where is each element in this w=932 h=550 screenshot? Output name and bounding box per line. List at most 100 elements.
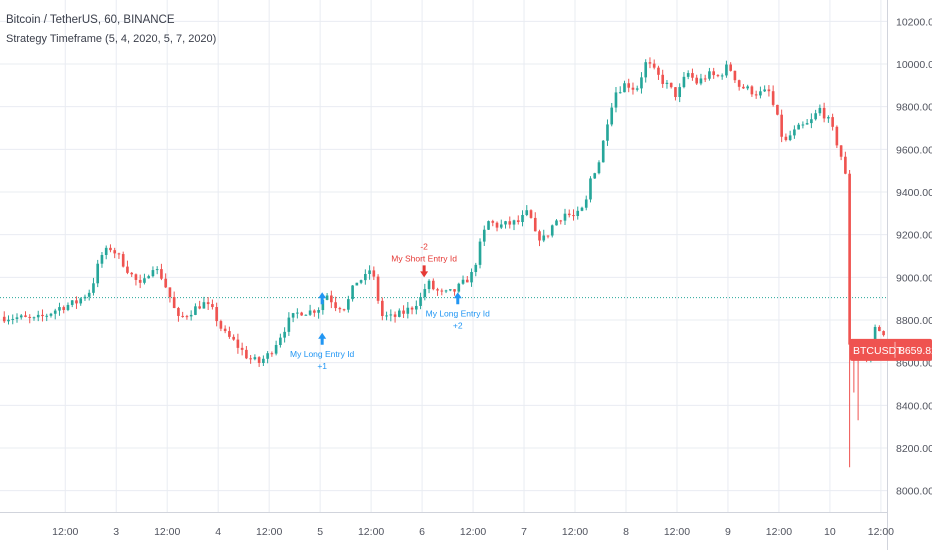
candle-body (606, 124, 609, 141)
candle-body (317, 310, 320, 313)
candle-body (538, 231, 541, 241)
candle (810, 113, 813, 129)
candle (232, 334, 235, 341)
time-tick-label: 6 (419, 526, 425, 538)
candle (364, 269, 367, 285)
candle-body (410, 307, 414, 310)
candle (788, 130, 792, 142)
candle (601, 139, 605, 163)
candle-body (223, 328, 227, 332)
candle-body (279, 337, 282, 346)
candle-body (270, 353, 274, 355)
last-price-badge (850, 338, 932, 361)
candle-body (355, 282, 359, 286)
candle-body (15, 317, 19, 319)
candle (313, 309, 316, 317)
candle (491, 219, 495, 227)
candle (652, 59, 656, 70)
candle (478, 238, 482, 269)
candle-body (589, 178, 592, 200)
candle (228, 326, 231, 339)
candle-body (87, 292, 91, 297)
candle-body (742, 86, 745, 89)
candle-body (678, 87, 682, 97)
candle-body (236, 339, 240, 348)
candle (559, 219, 563, 225)
candle (249, 354, 252, 364)
candle (291, 312, 295, 323)
candle-body (601, 140, 605, 163)
candle-body (198, 306, 201, 309)
candle (266, 351, 269, 364)
candle (580, 206, 584, 212)
candle-body (53, 310, 57, 314)
candle (389, 309, 393, 322)
candle-body (788, 135, 792, 141)
candle-body (245, 349, 248, 359)
candle-body (699, 78, 703, 84)
candle (87, 289, 91, 301)
candle-body (827, 117, 830, 119)
time-axis[interactable]: 12:00 3 12:00 4 12:00 5 12:00 6 12:00 7 12:00 8 12:0… (0, 512, 894, 539)
candle-body (844, 156, 847, 174)
long-entry-marker: My Long Entry Id +1 (290, 332, 355, 371)
candle-body (542, 235, 546, 241)
candle-body (835, 126, 839, 146)
candle (219, 319, 223, 332)
candle (49, 312, 53, 318)
candle-body (831, 117, 834, 127)
candle (245, 346, 248, 360)
candle (189, 310, 193, 321)
candle (725, 60, 728, 78)
candles (2, 57, 885, 468)
candle-body (640, 77, 643, 89)
candle-body (70, 300, 74, 305)
candle (104, 245, 108, 260)
candle (831, 113, 834, 131)
candle (648, 57, 652, 69)
candle (66, 302, 70, 312)
candle-body (342, 309, 346, 311)
candle (614, 86, 618, 113)
time-tick-label: 12:00 (664, 526, 690, 538)
candle (41, 309, 44, 322)
candle (474, 262, 478, 277)
candle (62, 305, 66, 314)
candle (398, 308, 401, 318)
candle-body (155, 269, 159, 271)
candle-body (398, 310, 401, 317)
candle (763, 85, 766, 93)
candle (771, 85, 775, 107)
candle-body (83, 296, 87, 299)
candle (338, 306, 342, 313)
candle (2, 311, 6, 324)
marker-label: My Short Entry Id (391, 253, 457, 263)
candle (597, 160, 601, 175)
candle-body (62, 307, 66, 310)
candle-body (576, 210, 580, 216)
candle-body (11, 318, 15, 320)
candle-body (648, 62, 652, 64)
candle (712, 67, 715, 79)
candle (109, 244, 112, 253)
candle-body (652, 63, 656, 68)
candle (623, 80, 626, 93)
candle-body (733, 70, 737, 81)
candle (516, 215, 520, 225)
candle (550, 224, 554, 238)
marker-label: +2 (453, 320, 463, 330)
candle (563, 208, 567, 225)
candle (423, 283, 427, 301)
candle (448, 289, 452, 292)
candle-body (805, 123, 809, 125)
candle (567, 209, 571, 218)
candle (699, 73, 703, 86)
candle (538, 229, 541, 247)
candle (576, 206, 580, 220)
candle-body (499, 224, 503, 228)
candle-body (708, 71, 711, 79)
candle-body (266, 353, 269, 359)
candle-body (347, 299, 350, 310)
